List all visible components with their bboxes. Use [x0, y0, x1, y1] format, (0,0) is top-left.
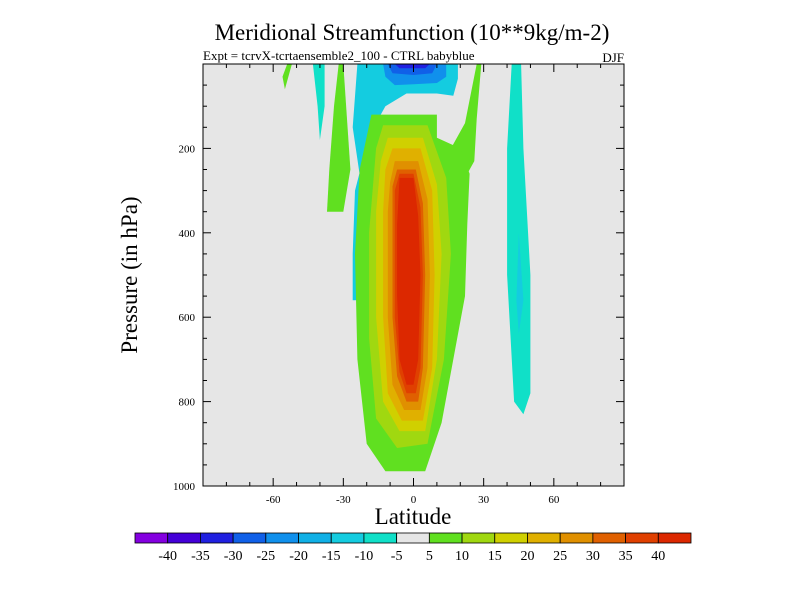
- y-tick-label: 600: [179, 312, 196, 324]
- colorbar-swatch: [657, 532, 692, 544]
- colorbar-label: 5: [426, 549, 433, 564]
- x-axis-label: Latitude: [375, 504, 452, 529]
- season-label: DJF: [602, 50, 624, 65]
- y-tick-label: 200: [179, 143, 196, 155]
- contour-band-negative-nh-inner: [516, 232, 524, 335]
- x-tick-label: 0: [411, 494, 417, 506]
- contour-band-negative-sh-outer: [312, 64, 325, 140]
- colorbar-swatch: [134, 532, 169, 544]
- colorbar-label: -35: [191, 549, 210, 564]
- colorbar-swatch: [363, 532, 398, 544]
- x-tick-label: -60: [266, 494, 281, 506]
- contour-cell-positive-core: [397, 177, 421, 385]
- colorbar-label: -20: [289, 549, 308, 564]
- y-tick-label: 1000: [173, 481, 196, 493]
- y-tick-label: 400: [179, 228, 196, 240]
- contour-regions: [282, 64, 531, 472]
- colorbar-swatch: [330, 532, 365, 544]
- colorbar-swatch: [265, 532, 299, 544]
- colorbar-swatch: [232, 532, 267, 544]
- x-tick-label: -30: [336, 494, 351, 506]
- contour-band-positive-sh: [327, 64, 351, 212]
- colorbar-label: 30: [586, 549, 600, 564]
- colorbar-label: 20: [520, 549, 534, 564]
- colorbar-swatch: [559, 532, 594, 544]
- colorbar-swatch: [461, 532, 496, 544]
- y-tick-label: 800: [179, 397, 196, 409]
- colorbar-label: -30: [224, 549, 243, 564]
- colorbar-label: -25: [256, 549, 275, 564]
- colorbar-swatch: [396, 532, 430, 544]
- plot-area: -60 -30 0 30 60 200 400 600 800 1000: [173, 63, 625, 506]
- colorbar-label: -15: [322, 549, 341, 564]
- colorbar-swatch: [200, 532, 234, 544]
- colorbar-label: 10: [455, 549, 469, 564]
- colorbar-label: -40: [158, 549, 177, 564]
- colorbar-swatch: [625, 532, 659, 544]
- y-axis-label: Pressure (in hPa): [117, 196, 142, 353]
- axis-ticks: -60 -30 0 30 60 200 400 600 800 1000: [173, 64, 624, 506]
- chart-subtitle: Expt = tcrvX-tcrtaensemble2_100 - CTRL b…: [203, 48, 475, 63]
- x-tick-label: 30: [478, 494, 490, 506]
- colorbar-label: 25: [553, 549, 567, 564]
- colorbar-label: 35: [619, 549, 633, 564]
- colorbar-swatch: [527, 532, 561, 544]
- contour-band-positive-sh-far: [282, 64, 292, 90]
- colorbar-label: 15: [488, 549, 502, 564]
- colorbar-swatch: [428, 532, 463, 544]
- colorbar-swatch: [298, 532, 332, 544]
- colorbar-swatch: [592, 532, 626, 544]
- chart-title: Meridional Streamfunction (10**9kg/m-2): [215, 20, 610, 45]
- colorbar-label: 40: [651, 549, 665, 564]
- contour-cell-negative-core-3: [394, 64, 430, 69]
- colorbar-swatch: [167, 532, 201, 544]
- colorbar: -40 -35 -30 -25 -20 -15 -10 -5 5 10 15 20 25 30 35 40: [134, 532, 692, 564]
- colorbar-label: -5: [391, 549, 403, 564]
- colorbar-swatch: [494, 532, 528, 544]
- x-tick-label: 60: [548, 494, 560, 506]
- colorbar-label: -10: [355, 549, 374, 564]
